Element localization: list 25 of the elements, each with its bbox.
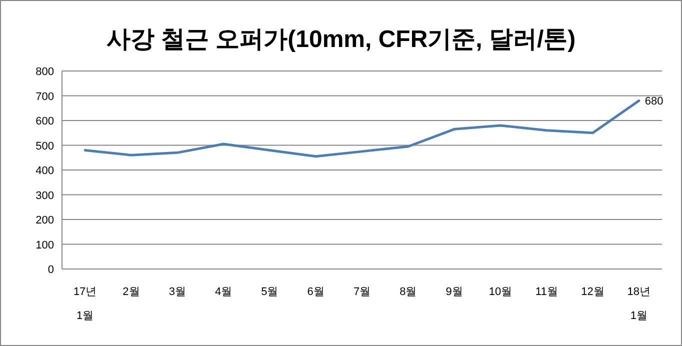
y-tick-label: 700 — [36, 90, 54, 103]
x-tick-label: 12월 — [581, 286, 604, 298]
y-tick-label: 100 — [36, 239, 54, 252]
y-tick-label: 800 — [36, 66, 54, 78]
x-tick-label: 4월 — [214, 286, 232, 298]
y-tick-label: 400 — [36, 165, 54, 177]
x-tick-label: 6월 — [307, 286, 324, 298]
chart-title: 사강 철근 오퍼가(10mm, CFR기준, 달러/톤) — [106, 26, 576, 53]
x-tick-label: 18년 1월 — [627, 286, 651, 322]
x-tick-label: 3월 — [168, 286, 186, 298]
x-tick-label: 17년 1월 — [73, 286, 97, 322]
data-label: 680 — [644, 96, 664, 108]
y-tick-label: 600 — [36, 116, 54, 128]
x-tick-label: 5월 — [261, 286, 278, 298]
y-tick-label: 500 — [36, 140, 54, 152]
y-tick-label: 0 — [48, 264, 54, 276]
x-tick-label: 11월 — [535, 286, 558, 298]
x-tick-label: 8월 — [400, 286, 417, 298]
x-tick-label: 9월 — [446, 286, 463, 298]
x-tick-label: 10월 — [488, 286, 512, 298]
x-tick-label: 7월 — [353, 286, 371, 298]
y-tick-label: 200 — [36, 214, 54, 226]
x-tick-label: 2월 — [122, 286, 140, 298]
line-series — [84, 99, 640, 158]
y-tick-label: 300 — [36, 190, 54, 202]
